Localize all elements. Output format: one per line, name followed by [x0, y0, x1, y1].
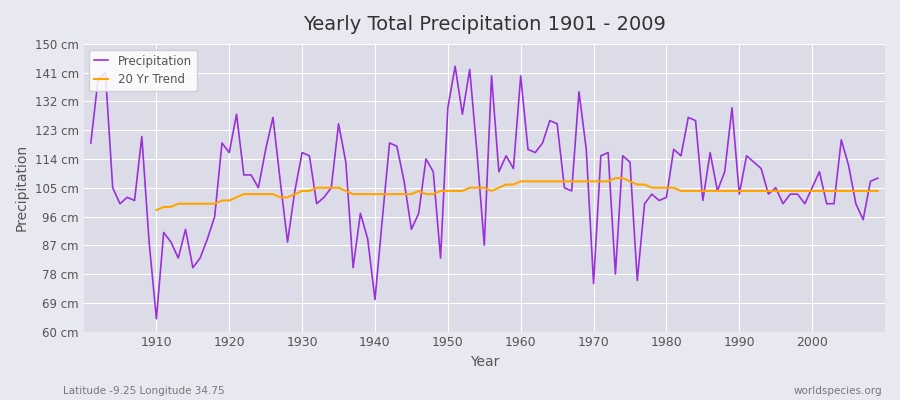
- Precipitation: [144, 240, 155, 244]
- Line: Precipitation: Precipitation: [91, 66, 878, 319]
- Title: Yearly Total Precipitation 1901 - 2009: Yearly Total Precipitation 1901 - 2009: [302, 15, 666, 34]
- 20 Yr Trend: [523, 179, 534, 184]
- Text: worldspecies.org: worldspecies.org: [794, 386, 882, 396]
- Legend: Precipitation, 20 Yr Trend: Precipitation, 20 Yr Trend: [89, 50, 196, 91]
- Precipitation: [86, 140, 96, 145]
- 20 Yr Trend: [290, 192, 301, 196]
- 20 Yr Trend: [872, 188, 883, 193]
- X-axis label: Year: Year: [470, 355, 499, 369]
- Precipitation: [523, 147, 534, 152]
- 20 Yr Trend: [822, 188, 832, 193]
- 20 Yr Trend: [580, 179, 591, 184]
- Precipitation: [311, 201, 322, 206]
- 20 Yr Trend: [151, 208, 162, 212]
- Precipitation: [355, 211, 365, 216]
- Precipitation: [872, 176, 883, 180]
- Y-axis label: Precipitation: Precipitation: [15, 144, 29, 231]
- Precipitation: [151, 316, 162, 321]
- Precipitation: [450, 64, 461, 69]
- Line: 20 Yr Trend: 20 Yr Trend: [157, 178, 878, 210]
- 20 Yr Trend: [843, 188, 854, 193]
- 20 Yr Trend: [319, 185, 329, 190]
- 20 Yr Trend: [610, 176, 621, 180]
- Precipitation: [530, 150, 541, 155]
- Precipitation: [617, 153, 628, 158]
- Text: Latitude -9.25 Longitude 34.75: Latitude -9.25 Longitude 34.75: [63, 386, 225, 396]
